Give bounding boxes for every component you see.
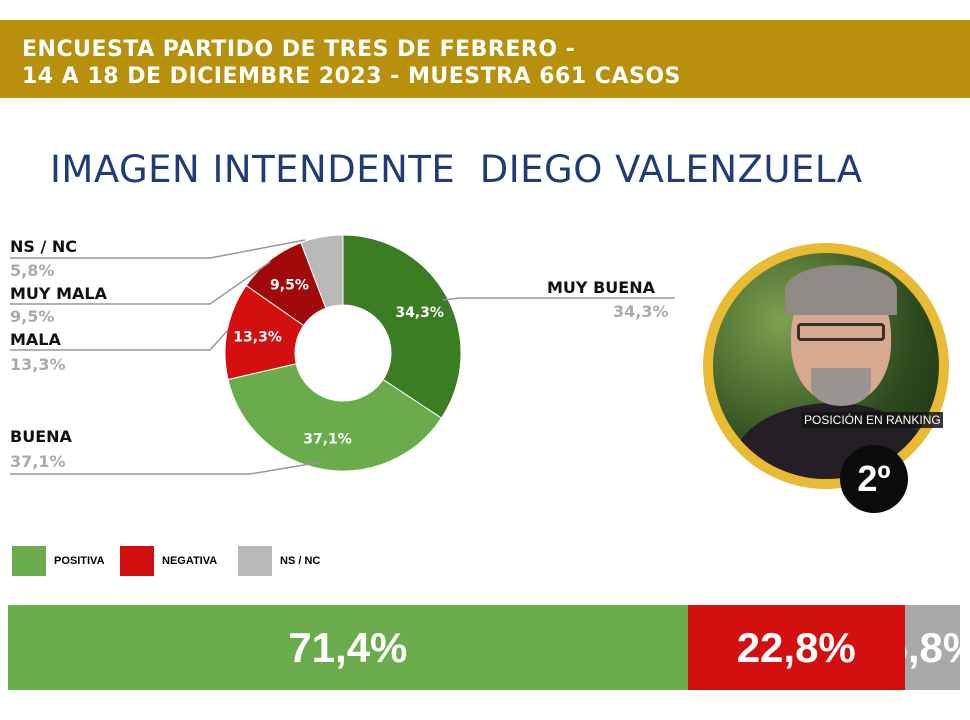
label-buena: BUENA bbox=[10, 427, 72, 446]
donut-data-label: 13,3% bbox=[233, 329, 282, 345]
label-mala: MALA bbox=[10, 330, 61, 349]
legend-label: POSITIVA bbox=[54, 555, 105, 567]
donut-data-label: 34,3% bbox=[395, 305, 444, 321]
label-muy-buena: MUY BUENA bbox=[547, 278, 655, 297]
value-nsnc: 5,8% bbox=[10, 261, 55, 280]
bar-segment-negativa: 22,8% bbox=[687, 605, 905, 690]
donut-data-label: 9,5% bbox=[270, 277, 309, 293]
page-title: IMAGEN INTENDENTE DIEGO VALENZUELA bbox=[50, 148, 863, 191]
donut-slice-buena bbox=[227, 363, 443, 472]
value-muy-mala: 9,5% bbox=[10, 307, 55, 326]
header-banner: ENCUESTA PARTIDO DE TRES DE FEBRERO - 14… bbox=[0, 20, 970, 98]
leader-line bbox=[10, 461, 323, 475]
leader-line bbox=[10, 329, 229, 351]
leader-line bbox=[442, 297, 675, 301]
ranking-position-badge: 2º bbox=[840, 445, 908, 513]
value-buena: 37,1% bbox=[10, 452, 66, 471]
value-mala: 13,3% bbox=[10, 355, 66, 374]
bar-segment-ns-nc: 5,8% bbox=[904, 605, 960, 690]
donut-slice-muy-buena bbox=[342, 234, 462, 419]
label-nsnc: NS / NC bbox=[10, 237, 78, 256]
bar-segment-positiva: 71,4% bbox=[8, 605, 688, 690]
ranking-label: POSICIÓN EN RANKING bbox=[802, 412, 943, 428]
legend-negativa: NEGATIVA bbox=[120, 546, 217, 576]
leader-line bbox=[10, 261, 271, 305]
legend-label: NEGATIVA bbox=[162, 555, 218, 567]
donut-slice-ns-nc bbox=[300, 234, 344, 309]
leader-line bbox=[10, 239, 306, 259]
legend-label: NS / NC bbox=[280, 555, 321, 567]
label-muy-mala: MUY MALA bbox=[10, 284, 107, 303]
candidate-photo bbox=[703, 243, 949, 489]
header-line-2: 14 A 18 DE DICIEMBRE 2023 - MUESTRA 661 … bbox=[22, 64, 681, 89]
legend-positiva: POSITIVA bbox=[12, 546, 105, 576]
legend-nsnc: NS / NC bbox=[238, 546, 320, 576]
donut-data-label: 37,1% bbox=[303, 432, 352, 448]
donut-chart: 34,3% 37,1% 13,3% 9,5% bbox=[10, 234, 675, 475]
header-line-1: ENCUESTA PARTIDO DE TRES DE FEBRERO - bbox=[22, 37, 576, 62]
value-muy-buena: 34,3% bbox=[613, 302, 669, 321]
